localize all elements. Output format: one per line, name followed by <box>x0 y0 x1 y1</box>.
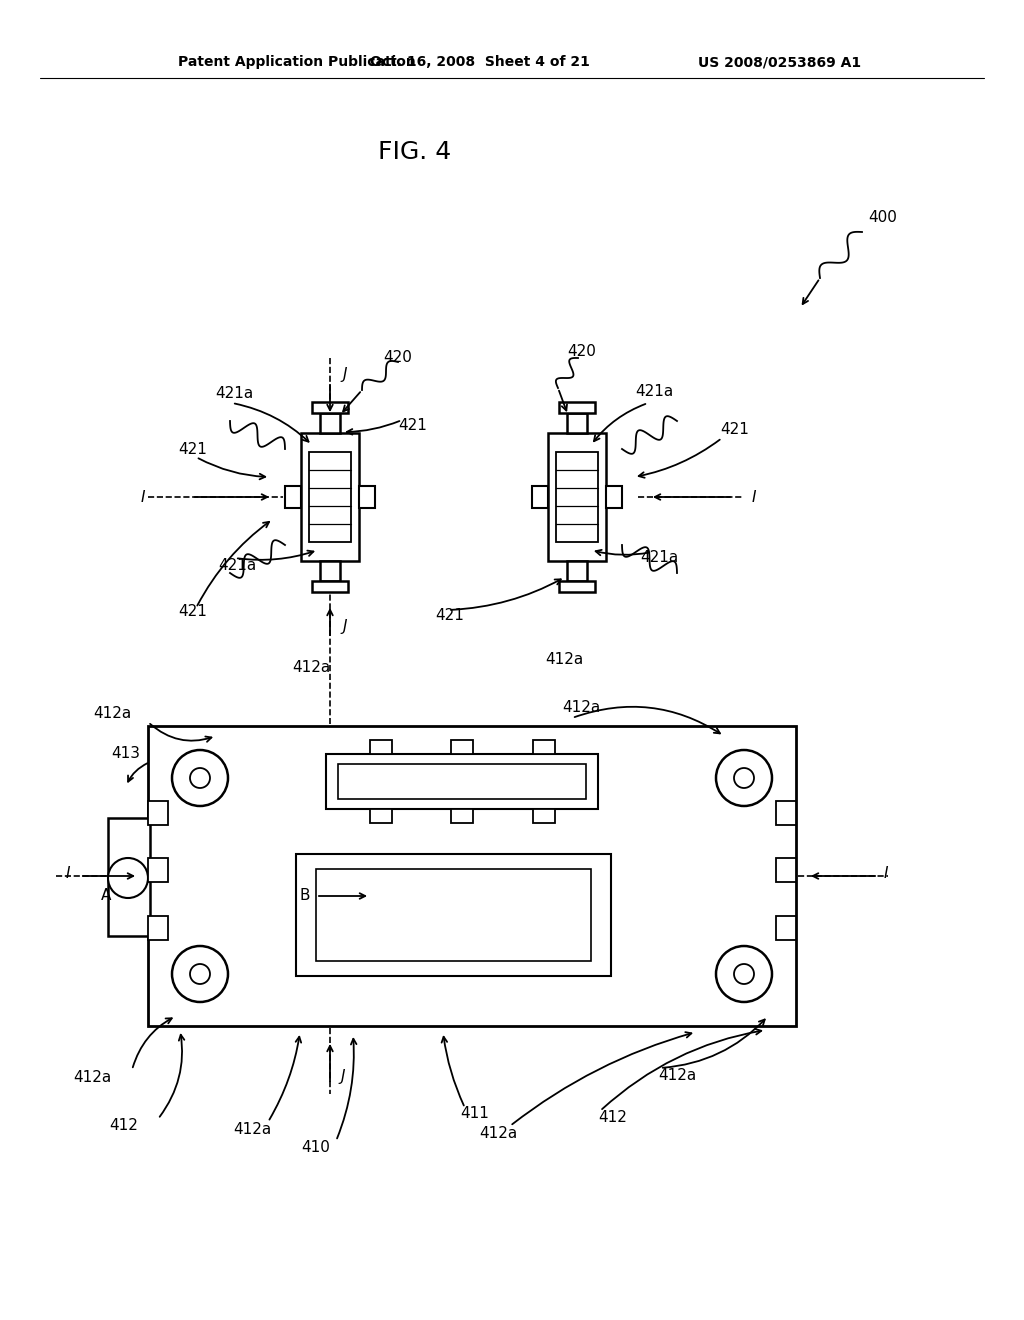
Bar <box>148 916 168 940</box>
Circle shape <box>716 946 772 1002</box>
Bar <box>559 403 595 413</box>
Text: Patent Application Publication: Patent Application Publication <box>178 55 416 69</box>
Bar <box>319 413 340 433</box>
Bar <box>548 433 606 561</box>
Text: FIG. 4: FIG. 4 <box>379 140 452 164</box>
Text: 421: 421 <box>178 442 207 458</box>
Text: I: I <box>66 866 70 882</box>
Bar <box>534 809 555 822</box>
Bar <box>532 486 548 508</box>
Bar <box>326 754 598 809</box>
Bar <box>776 801 796 825</box>
Text: 411: 411 <box>460 1106 488 1122</box>
Bar <box>359 486 375 508</box>
Text: I: I <box>140 490 145 504</box>
Text: 400: 400 <box>868 210 897 226</box>
Text: 421a: 421a <box>640 550 678 565</box>
Bar <box>312 403 348 413</box>
Text: 412a: 412a <box>232 1122 271 1138</box>
Text: J: J <box>342 619 346 634</box>
Circle shape <box>716 750 772 807</box>
Bar <box>606 486 622 508</box>
Text: 410: 410 <box>301 1140 331 1155</box>
Text: 412a: 412a <box>479 1126 517 1142</box>
Text: 421: 421 <box>720 422 749 437</box>
Bar <box>370 741 392 754</box>
Bar <box>559 581 595 591</box>
Bar <box>301 433 359 561</box>
Bar <box>338 764 586 799</box>
Text: 412a: 412a <box>94 706 132 722</box>
Text: 412a: 412a <box>658 1068 696 1084</box>
Text: 420: 420 <box>383 351 412 366</box>
Text: 413: 413 <box>111 747 140 762</box>
Bar <box>556 451 598 543</box>
Text: J: J <box>340 1068 344 1084</box>
Circle shape <box>172 946 228 1002</box>
Text: 421a: 421a <box>635 384 673 400</box>
Text: 421: 421 <box>398 417 427 433</box>
Bar <box>108 818 150 936</box>
Text: 420: 420 <box>567 345 596 359</box>
Bar <box>451 741 473 754</box>
Text: 421: 421 <box>435 607 464 623</box>
Text: 412: 412 <box>110 1118 138 1134</box>
Text: 412a: 412a <box>292 660 331 676</box>
Bar <box>319 561 340 581</box>
Text: B: B <box>299 888 310 903</box>
Circle shape <box>190 768 210 788</box>
Circle shape <box>172 750 228 807</box>
Circle shape <box>190 964 210 983</box>
Bar <box>312 581 348 591</box>
Bar <box>296 854 611 975</box>
Text: J: J <box>342 367 346 381</box>
Text: A: A <box>100 888 112 903</box>
Bar <box>776 858 796 882</box>
Bar <box>316 869 591 961</box>
Circle shape <box>734 964 754 983</box>
Bar <box>567 413 587 433</box>
Text: I: I <box>752 490 757 504</box>
Circle shape <box>108 858 148 898</box>
Text: I: I <box>884 866 889 882</box>
Text: 421: 421 <box>178 605 207 619</box>
Text: 421a: 421a <box>215 385 253 400</box>
Bar <box>776 916 796 940</box>
Text: 412a: 412a <box>545 652 584 668</box>
Bar <box>309 451 351 543</box>
Text: Oct. 16, 2008  Sheet 4 of 21: Oct. 16, 2008 Sheet 4 of 21 <box>370 55 590 69</box>
Bar <box>451 809 473 822</box>
Bar <box>370 809 392 822</box>
Bar <box>148 801 168 825</box>
Text: 412a: 412a <box>74 1071 112 1085</box>
Text: US 2008/0253869 A1: US 2008/0253869 A1 <box>698 55 861 69</box>
Bar <box>567 561 587 581</box>
Circle shape <box>734 768 754 788</box>
Bar <box>534 741 555 754</box>
Bar <box>285 486 301 508</box>
Text: 412: 412 <box>598 1110 627 1126</box>
Bar <box>148 726 796 1026</box>
Text: 412a: 412a <box>562 701 600 715</box>
Bar <box>148 858 168 882</box>
Text: 421a: 421a <box>218 557 256 573</box>
